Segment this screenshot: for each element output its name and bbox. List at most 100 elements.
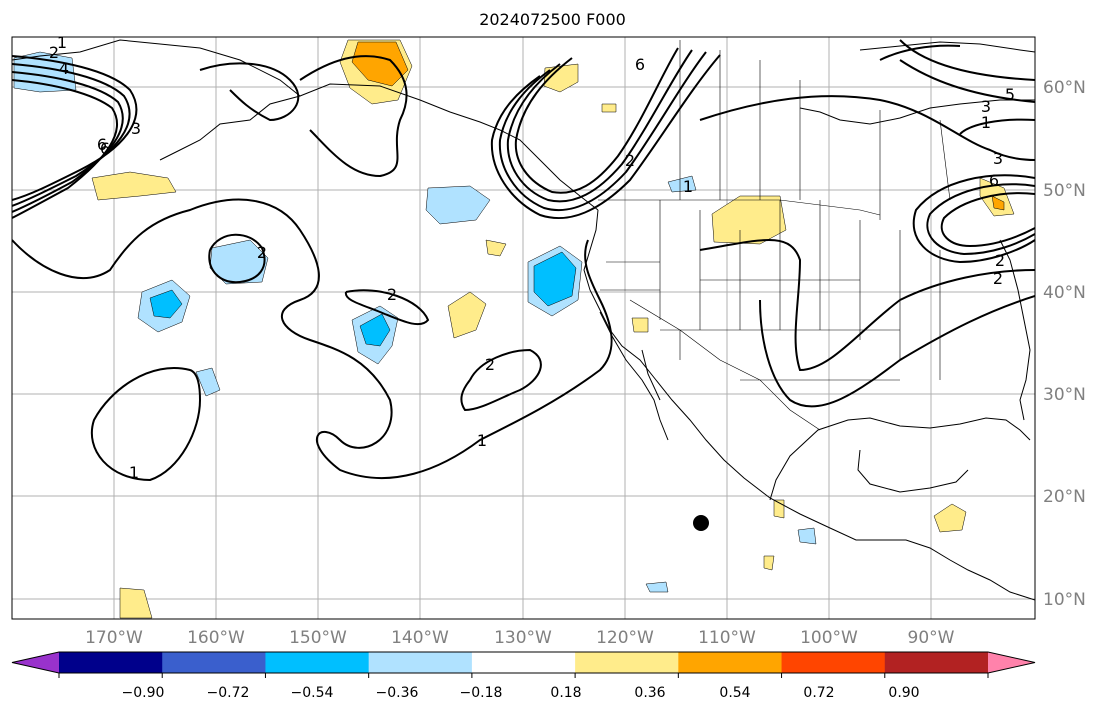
contour-label: 1 (57, 33, 67, 52)
warm-core-alaska (351, 41, 409, 87)
cb-tick-label: 0.36 (634, 685, 665, 701)
colorbar-bin (678, 652, 783, 673)
canada-coast (859, 41, 1035, 53)
lon-label: 170°W (85, 628, 143, 648)
contour-e-system (699, 95, 1035, 161)
contour-label: 6 (635, 55, 645, 74)
colorbar-bin (368, 652, 473, 673)
contour-trough-3 (506, 49, 693, 203)
contour-label: 4 (59, 59, 69, 78)
plot-title: 2024072500 F000 (479, 10, 626, 29)
contour-label: 1 (683, 177, 693, 196)
cb-tick-label: 0.72 (803, 685, 834, 701)
colorbar-bin (575, 652, 679, 673)
warm-patch-bc2 (485, 239, 507, 257)
colorbar-extend-high (988, 652, 1035, 673)
colorbar-bin (59, 652, 163, 673)
lon-label: 160°W (187, 628, 245, 648)
colorbar (11, 651, 1036, 678)
hudson-coast (799, 99, 1035, 125)
contour-label: 1 (129, 463, 139, 482)
boundaries (598, 40, 951, 431)
contour-2-w (208, 233, 266, 284)
contour-e-loop-2 (926, 183, 1035, 256)
alaska-coast (12, 39, 599, 211)
lon-label: 150°W (289, 628, 347, 648)
contour-1-main (12, 198, 613, 479)
lon-label: 130°W (494, 628, 552, 648)
lat-label: 20°N (1043, 487, 1086, 507)
warm-patch-sw (119, 587, 153, 619)
cb-tick-label: −0.54 (291, 685, 334, 701)
colorbar-extend-low (12, 652, 59, 673)
contour-label: 2 (257, 243, 267, 262)
storm-marker (693, 515, 709, 531)
contour-label: 6 (989, 171, 999, 190)
contour-mid (759, 295, 1035, 408)
graticule (12, 37, 1035, 619)
cool-patch-s3 (645, 581, 669, 593)
cb-tick-label: −0.36 (376, 685, 419, 701)
warm-core-ne (991, 195, 1005, 211)
contour-label: 1 (981, 113, 991, 132)
map-panel (12, 37, 1035, 619)
contour-label: 5 (1005, 85, 1015, 104)
contour-1-sw (90, 367, 202, 482)
cool-patch-haw (195, 367, 221, 397)
longitude-axis: 170°W 160°W 150°W 140°W 130°W 120°W 110°… (85, 628, 955, 648)
map-frame (11, 36, 1036, 620)
contour-2-e (460, 348, 542, 412)
warm-patch-small (601, 103, 617, 113)
warm-patch-aleutian (91, 171, 177, 201)
lon-label: 90°W (908, 628, 955, 648)
contour-label: 3 (981, 97, 991, 116)
contour-e-loop-3 (940, 192, 1035, 248)
contour-w-stack-4 (12, 79, 118, 219)
warm-patch-baja (631, 317, 649, 333)
contour-label: 6 (97, 135, 107, 154)
contour-trough-1 (490, 54, 721, 220)
contour-label: 3 (131, 119, 141, 138)
cool-patch-w1 (209, 239, 269, 285)
cb-tick-label: −0.72 (207, 685, 250, 701)
contour-w-stack-1 (12, 55, 138, 201)
latitude-axis: 60°N 50°N 40°N 30°N 20°N 10°N (1043, 78, 1086, 610)
colorbar-bin (265, 652, 370, 673)
lat-label: 40°N (1043, 283, 1086, 303)
contour-1-top (199, 62, 300, 122)
colorbar-bin (781, 652, 886, 673)
lat-label: 50°N (1043, 181, 1086, 201)
colorbar-bin (162, 652, 266, 673)
contour-trough-2 (498, 51, 707, 212)
cb-tick-label: 0.90 (888, 685, 919, 701)
colorbar-ticks: −0.90 −0.72 −0.54 −0.36 −0.18 0.18 0.36 … (122, 685, 920, 701)
warm-patch-rockies (711, 195, 787, 245)
cool-core-ca (533, 251, 577, 307)
contour-e-loop-1 (912, 174, 1035, 264)
cb-tick-label: 0.54 (719, 685, 750, 701)
gulf-coast (769, 417, 1031, 501)
na-west-coast (583, 209, 1035, 601)
contour-w-stack-3 (12, 71, 124, 213)
colorbar-bin (471, 652, 576, 673)
warm-patch-yuc (933, 503, 967, 533)
contours (12, 39, 1035, 482)
lat-label: 10°N (1043, 590, 1086, 610)
cool-patch-small2 (667, 175, 697, 193)
cool-patch-s (797, 527, 817, 545)
contour-label: 2 (993, 269, 1003, 288)
contour-label: 2 (625, 151, 635, 170)
coastlines (12, 39, 1035, 601)
lat-label: 30°N (1043, 385, 1086, 405)
warm-patch-s2 (763, 555, 775, 571)
cool-patch-gulf (425, 185, 491, 225)
contour-label: 2 (49, 43, 59, 62)
lon-label: 140°W (391, 628, 449, 648)
cb-tick-label: 0.18 (550, 685, 581, 701)
east-coast (999, 239, 1031, 421)
lat-label: 60°N (1043, 78, 1086, 98)
contour-label: 3 (993, 149, 1003, 168)
lon-label: 100°W (800, 628, 858, 648)
